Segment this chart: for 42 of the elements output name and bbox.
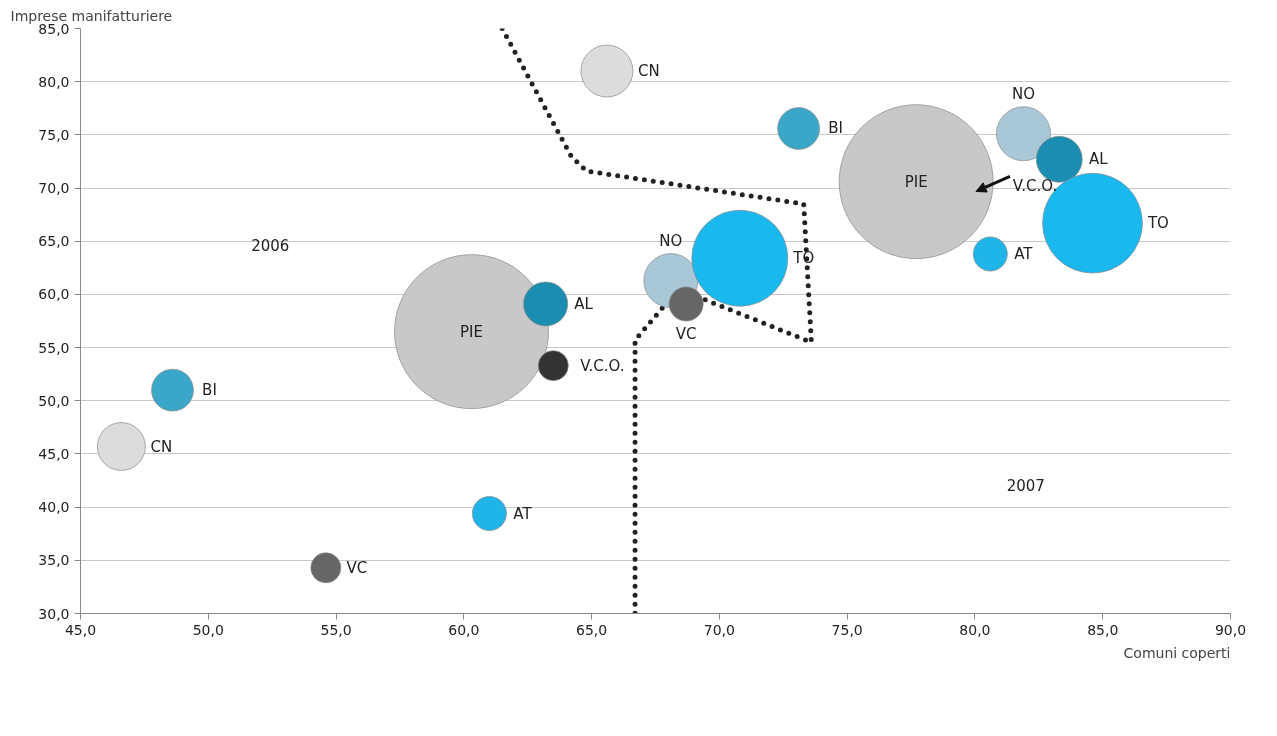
data-label: TO xyxy=(792,249,815,268)
y-tick-label: 50,0 xyxy=(38,392,70,409)
data-label: VC xyxy=(346,558,368,577)
data-label: AT xyxy=(1014,244,1034,263)
y-tick-label: 80,0 xyxy=(38,73,70,90)
data-label: PIE xyxy=(904,172,928,191)
data-label: CN xyxy=(638,62,660,81)
y-tick-label: 65,0 xyxy=(38,233,70,250)
x-tick-label: 75,0 xyxy=(831,621,863,638)
data-label: VC xyxy=(675,325,697,344)
x-tick-label: 85,0 xyxy=(1087,621,1119,638)
annotation: V.C.O. xyxy=(1012,177,1058,196)
data-label: CN xyxy=(150,437,173,456)
x-tick-label: 45,0 xyxy=(64,621,97,638)
y-tick-label: 55,0 xyxy=(38,339,70,356)
data-label: TO xyxy=(1146,214,1169,233)
y-tick-label: 45,0 xyxy=(38,445,70,462)
annotation: 2006 xyxy=(251,236,290,255)
y-tick-label: 70,0 xyxy=(38,180,70,197)
y-tick-label: 30,0 xyxy=(38,605,70,622)
y-tick-label: 60,0 xyxy=(38,286,70,303)
data-label: NO xyxy=(659,231,683,250)
x-tick-label: 60,0 xyxy=(448,621,480,638)
annotation: 2007 xyxy=(1006,476,1045,495)
y-tick-label: 35,0 xyxy=(38,552,70,569)
data-label: PIE xyxy=(460,322,483,341)
data-label: BI xyxy=(202,381,217,400)
data-label: V.C.O. xyxy=(580,356,625,375)
data-label: AL xyxy=(574,294,594,313)
data-label: AT xyxy=(513,504,533,523)
data-label: AL xyxy=(1088,150,1109,169)
x-tick-label: 90,0 xyxy=(1214,621,1247,638)
x-tick-label: 55,0 xyxy=(320,621,352,638)
x-tick-label: 70,0 xyxy=(703,621,735,638)
data-label: BI xyxy=(828,119,843,138)
x-tick-label: 80,0 xyxy=(959,621,991,638)
x-tick-label: 65,0 xyxy=(576,621,608,638)
data-label: NO xyxy=(1011,84,1036,103)
x-axis-title: Comuni coperti xyxy=(1123,644,1231,661)
x-tick-label: 50,0 xyxy=(192,621,224,638)
y-tick-label: 75,0 xyxy=(38,126,70,143)
y-tick-label: 40,0 xyxy=(38,499,70,516)
